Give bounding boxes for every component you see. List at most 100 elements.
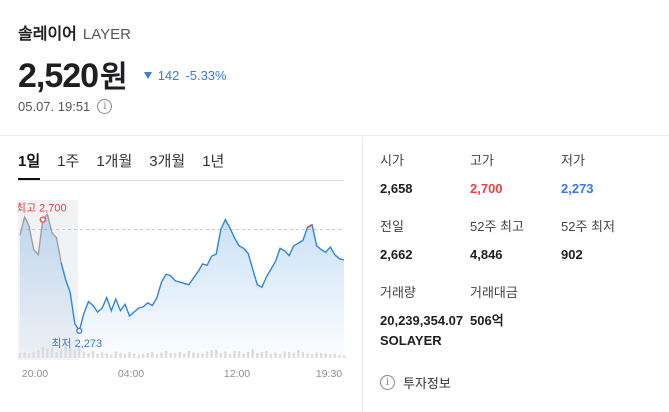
coin-title: 솔레이어 LAYER [18,20,131,44]
low-marker [76,327,83,334]
volume-bar [288,352,291,358]
high-marker [39,216,46,223]
volume-bar [27,353,31,358]
tab-3month[interactable]: 3개월 [149,153,186,170]
volume-bar [132,353,136,358]
price-header: 솔레이어 LAYER 2,520 원 142 -5.33% 05.07. 19:… [0,0,669,136]
x-tick-label: 19:30 [316,368,342,380]
stat-volume-label: 거래량 [380,285,416,300]
volume-bar [301,352,305,358]
x-tick-label: 20:00 [22,368,48,380]
volume-bar [119,352,122,358]
info-icon[interactable]: i [97,99,113,114]
volume-bar [110,354,113,358]
invest-info-link[interactable]: i 투자정보 [380,373,451,392]
change-amount: 142 [157,68,180,83]
stat-prev-value: 2,662 [380,247,413,262]
volume-bar [18,352,22,358]
stat-high-label: 고가 [470,153,494,168]
volume-bar [256,352,259,358]
stat-prev-close: 전일 2,662 [380,216,470,265]
panel-divider [362,137,363,412]
volume-bar [269,353,273,358]
price-line [60,218,345,333]
stat-high-value: 2,700 [470,181,503,196]
stat-high: 고가 2,700 [470,150,560,199]
volume-bar [310,353,314,358]
x-tick-label: 12:00 [224,368,250,380]
volume-bar [306,353,309,358]
period-tabs: 1일 1주 1개월 3개월 1년 [18,150,241,180]
info-icon: i [380,375,395,390]
volume-bar [146,352,150,358]
price-unit: 원 [100,61,128,94]
timestamp-row: 05.07. 19:51 i [18,99,113,114]
volume-bar [169,352,172,358]
volume-bar [96,353,99,358]
stat-52w-low-value: 902 [561,247,583,262]
volume-bar [338,354,341,358]
volume-bar [242,353,245,358]
price-chart[interactable]: 최고 2,700 최저 2,273 20:00 04:00 12:00 19:30 [16,200,348,385]
tab-1month[interactable]: 1개월 [96,153,133,170]
stat-open-label: 시가 [380,153,404,168]
volume-bar [137,354,140,358]
stat-52w-low-label: 52주 최저 [561,219,615,234]
volume-bar [55,352,58,358]
stat-open-value: 2,658 [380,181,413,196]
stat-52w-high-value: 4,846 [470,247,503,262]
stat-low-value: 2,273 [561,181,594,196]
stat-amount-label: 거래대금 [470,285,518,300]
volume-bar [219,352,223,358]
volume-bar [87,352,90,358]
volume-bar [155,353,159,358]
volume-bar [196,352,200,358]
coin-name: 솔레이어 [18,26,77,43]
price-value: 2,520 [18,57,99,95]
stat-52w-high: 52주 최고 4,846 [470,216,560,265]
timestamp: 05.07. 19:51 [18,99,91,114]
volume-bar [151,352,154,358]
volume-bar [128,352,131,358]
volume-bar [100,352,104,358]
volume-bar [105,353,108,358]
volume-bar [178,352,181,358]
stat-open: 시가 2,658 [380,150,470,199]
volume-bar [260,352,264,358]
stat-prev-label: 전일 [380,219,404,234]
tab-1day[interactable]: 1일 [18,150,41,180]
volume-bar [123,353,127,358]
down-arrow-icon [143,72,152,79]
tabs-divider [18,180,344,181]
stat-52w-high-label: 52주 최고 [470,219,524,234]
price-area [20,214,344,355]
volume-bar [315,352,318,358]
volume-bar [246,352,250,358]
current-price: 2,520 원 142 -5.33% [18,52,227,96]
volume-bar [160,352,163,358]
tab-1year[interactable]: 1년 [202,153,225,170]
volume-bar [329,354,332,358]
volume-bar [342,355,346,358]
volume-bar [141,353,145,358]
volume-bar [278,353,282,358]
volume-bar [23,352,26,358]
coin-ticker: LAYER [82,26,131,43]
tab-1week[interactable]: 1주 [57,153,80,170]
change-percent: -5.33% [185,68,227,83]
low-label: 최저 2,273 [51,337,102,350]
volume-bar [183,353,186,358]
stat-amount-value: 506억 [470,313,504,328]
x-tick-label: 04:00 [118,368,144,380]
volume-bar [274,352,277,358]
volume-bar [192,352,195,358]
volume-bar [201,353,204,358]
price-change: 142 -5.33% [143,68,227,83]
volume-bar [324,353,327,358]
volume-bar [32,352,35,358]
price-line-prior [19,212,62,263]
price-line-peak [307,224,313,229]
stat-amount: 거래대금 506억 [470,282,560,331]
volume-bar [228,353,232,358]
price-chart-svg: 최고 2,700 최저 2,273 20:00 04:00 12:00 19:30 [16,200,346,380]
